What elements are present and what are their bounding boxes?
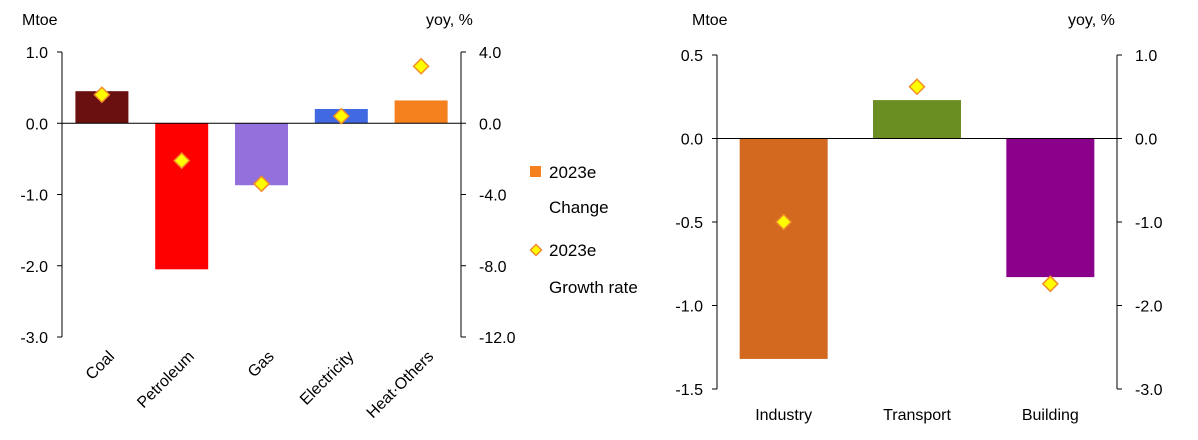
bar-gas <box>235 123 288 186</box>
legend-label: Change <box>549 198 609 217</box>
left-tick-label: -1.5 <box>675 382 703 399</box>
right-tick-label: -1.0 <box>1135 215 1163 232</box>
chart-1: 1.0 0.0 -1.0 -2.0 -3.0 4.0 0.0 -4.0 -8.0 -12.0 Mto… <box>20 12 637 422</box>
category-label: Electricity <box>297 348 357 408</box>
growth-marker-industry <box>775 213 793 231</box>
bar-transport <box>873 100 961 139</box>
right-tick-label: -2.0 <box>1135 299 1163 316</box>
growth-marker-transport <box>908 78 926 96</box>
left-tick-label: -1.0 <box>20 188 48 205</box>
right-tick-label: -12.0 <box>479 330 516 347</box>
growth-marker-coal <box>93 86 111 104</box>
bar-building <box>1006 138 1095 278</box>
category-label: Coal <box>83 348 118 383</box>
category-label: Industry <box>755 407 812 424</box>
right-tick-label: 0.0 <box>1135 132 1157 149</box>
left-tick-label: 0.0 <box>26 116 48 133</box>
legend-label: 2023e <box>549 241 596 260</box>
category-label: Gas <box>245 348 278 381</box>
legend-swatch-bar <box>530 166 541 177</box>
right-tick-label: -8.0 <box>479 259 507 276</box>
right-tick-label: 4.0 <box>479 45 501 62</box>
right-tick-label: -3.0 <box>1135 382 1163 399</box>
category-label: Heat·Others <box>364 348 438 422</box>
category-label: Petroleum <box>134 348 198 412</box>
left-tick-label: -2.0 <box>20 259 48 276</box>
legend-label: 2023e <box>549 163 596 182</box>
growth-marker-gas <box>252 175 271 193</box>
left-axis-unit: Mtoe <box>22 12 58 29</box>
right-tick-label: 1.0 <box>1135 48 1157 65</box>
category-label: Building <box>1022 407 1079 424</box>
growth-marker-petroleum <box>173 152 191 170</box>
category-label: Transport <box>883 407 951 424</box>
bar-heat-others <box>394 100 448 124</box>
left-axis-unit: Mtoe <box>692 12 728 29</box>
legend: 2023e Change 2023e Growth rate <box>529 163 638 297</box>
left-tick-label: 0.0 <box>681 132 703 149</box>
growth-marker-building <box>1041 275 1059 293</box>
legend-label: Growth rate <box>549 278 638 297</box>
growth-marker-electricity <box>332 107 350 125</box>
right-tick-label: 0.0 <box>479 116 501 133</box>
left-tick-label: -3.0 <box>20 330 48 347</box>
growth-marker-heat-others <box>412 57 430 75</box>
chart-2: 0.5 0.0 -0.5 -1.0 -1.5 1.0 0.0 -1.0 -2.0 -3.0 Mtoe… <box>675 12 1162 424</box>
bar-petroleum <box>155 123 209 270</box>
right-axis-unit: yoy, % <box>1068 12 1115 29</box>
right-axis-unit: yoy, % <box>426 12 473 29</box>
left-tick-label: -1.0 <box>675 299 703 316</box>
left-tick-label: -0.5 <box>675 215 703 232</box>
right-tick-label: -4.0 <box>479 188 507 205</box>
left-tick-label: 0.5 <box>681 48 703 65</box>
left-tick-label: 1.0 <box>26 45 48 62</box>
bar-industry <box>739 138 828 359</box>
legend-swatch-diamond <box>529 243 543 257</box>
